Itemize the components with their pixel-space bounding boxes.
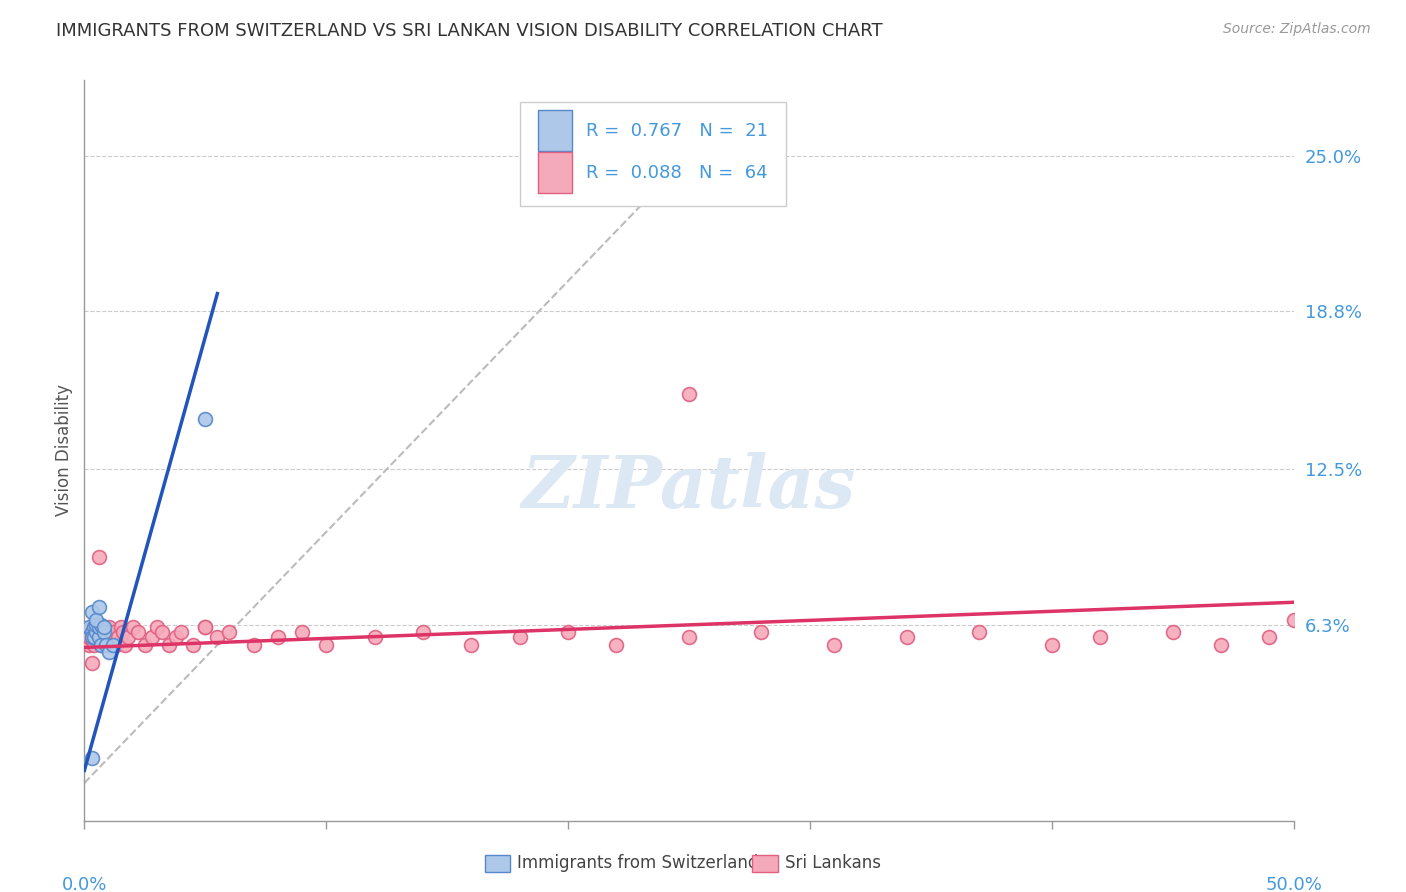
Point [165,631,187,645]
Point [90,631,112,645]
Point [103,638,125,652]
Point [557,625,579,640]
Point [896,631,918,645]
Point [678,387,700,401]
FancyBboxPatch shape [538,153,572,194]
Point [141,631,163,645]
Point [80,751,103,765]
Point [93,620,115,634]
Point [117,631,139,645]
Point [90,618,112,632]
FancyBboxPatch shape [538,111,572,151]
Point [93,620,115,634]
Point [87,625,110,640]
Point [363,631,385,645]
Point [90,638,112,652]
Point [107,631,129,645]
Text: IMMIGRANTS FROM SWITZERLAND VS SRI LANKAN VISION DISABILITY CORRELATION CHART: IMMIGRANTS FROM SWITZERLAND VS SRI LANKA… [56,22,883,40]
Point [1040,638,1063,652]
Point [94,638,117,652]
Point [1088,631,1111,645]
Y-axis label: Vision Disability: Vision Disability [55,384,73,516]
FancyBboxPatch shape [520,103,786,206]
Point [207,631,229,645]
Point [103,625,125,640]
Point [194,412,217,426]
Point [80,620,103,634]
Point [100,631,122,645]
Point [86,618,108,632]
Point [181,638,204,652]
Point [114,638,136,652]
Point [83,631,105,645]
Point [146,620,169,634]
Point [127,625,149,640]
Point [97,638,120,652]
Text: Sri Lankans: Sri Lankans [785,855,880,872]
Point [80,625,103,640]
Point [83,625,105,640]
Point [242,638,264,652]
Point [86,631,108,645]
Point [170,625,193,640]
Point [1161,625,1184,640]
Point [76,625,98,640]
Point [86,625,108,640]
Point [412,625,434,640]
Point [121,620,143,634]
Point [150,625,173,640]
Text: Source: ZipAtlas.com: Source: ZipAtlas.com [1223,22,1371,37]
Point [94,625,117,640]
Point [605,638,627,652]
Point [157,638,180,652]
Point [104,638,127,652]
Point [86,613,108,627]
Point [194,620,217,634]
Point [315,638,337,652]
Text: R =  0.767   N =  21: R = 0.767 N = 21 [586,121,768,140]
Point [218,625,240,640]
Point [1209,638,1232,652]
Point [97,620,120,634]
Point [823,638,845,652]
Point [87,620,110,634]
Point [83,620,105,634]
Point [77,638,100,652]
Point [83,638,105,652]
Text: 0.0%: 0.0% [62,876,107,892]
Point [77,631,100,645]
Point [751,625,773,640]
Point [97,645,120,659]
Point [87,632,110,647]
Point [90,638,112,652]
Point [80,631,103,645]
Point [267,631,290,645]
Point [1282,613,1305,627]
Text: ZIPatlas: ZIPatlas [522,452,856,523]
Point [194,620,217,634]
Point [967,625,990,640]
Point [87,600,110,615]
Text: 50.0%: 50.0% [1265,876,1322,892]
Point [460,638,482,652]
Point [93,625,115,640]
Point [80,632,103,647]
Point [77,620,100,634]
Point [509,631,531,645]
Point [80,656,103,670]
Point [112,625,135,640]
Point [87,550,110,565]
Point [1258,631,1281,645]
Point [678,631,700,645]
Point [87,631,110,645]
Point [80,605,103,619]
Text: R =  0.088   N =  64: R = 0.088 N = 64 [586,164,768,182]
Point [110,620,132,634]
Point [86,620,108,634]
Text: Immigrants from Switzerland: Immigrants from Switzerland [517,855,759,872]
Point [291,625,314,640]
Point [134,638,156,652]
Point [93,632,115,647]
